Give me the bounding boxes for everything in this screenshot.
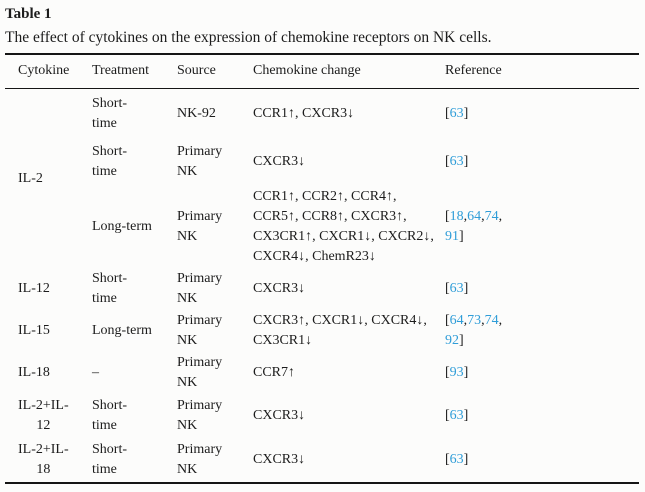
cell-source: Primary NK xyxy=(177,397,223,433)
cell-reference: [63] xyxy=(445,269,639,309)
table-label: Table 1 xyxy=(5,6,52,22)
citation-link[interactable]: 63 xyxy=(449,153,464,169)
citation-bracket: , xyxy=(481,313,485,328)
table-row: IL-18 – Primary NK CCR7↑ [93] xyxy=(5,353,639,393)
cell-cytokine: IL-12 xyxy=(5,269,92,309)
citation-link[interactable]: 64 xyxy=(467,208,482,224)
cell-cytokine: IL-15 xyxy=(5,309,92,353)
cytokine-label: IL-2+IL- 18 xyxy=(18,442,69,477)
citation-bracket: , xyxy=(481,208,485,224)
cell-treatment: Long-term xyxy=(92,323,152,338)
cell-chemokine-change: CXCR3↓ xyxy=(253,153,306,169)
cytokine-label: IL-15 xyxy=(18,322,50,338)
cell-chemokine-change: CXCR3↓ xyxy=(253,407,306,423)
cytokine-label: IL-12 xyxy=(18,280,50,296)
citation-bracket: [ xyxy=(445,407,450,423)
citation-link[interactable]: 63 xyxy=(449,452,464,467)
citation-bracket: [ xyxy=(445,313,450,328)
citation-bracket: , xyxy=(498,313,503,328)
cell-reference: [64,73,74, 92] xyxy=(445,309,639,353)
citation-bracket: [ xyxy=(445,208,450,224)
cell-cytokine: IL-2 xyxy=(5,88,92,269)
citation-bracket: ] xyxy=(459,333,464,348)
citation-link[interactable]: 64 xyxy=(449,313,464,328)
cytokine-label: IL-18 xyxy=(18,364,50,380)
table-row: IL-2 Short- time NK-92 CCR1↑, CXCR3↓ [63… xyxy=(5,88,639,186)
cell-treatment: Short- time xyxy=(92,397,127,433)
cell-source: Primary NK xyxy=(177,313,223,348)
citation-bracket: [ xyxy=(445,365,450,380)
citation-link[interactable]: 74 xyxy=(484,208,499,224)
table-row: Short- time Primary NK CXCR3↓ [63] xyxy=(5,139,639,184)
citation-bracket: ] xyxy=(463,365,469,380)
citation-bracket: , xyxy=(498,208,503,224)
cytokine-label: IL-2+IL- 12 xyxy=(18,397,69,433)
cell-chemokine-change: CXCR3↓ xyxy=(253,281,306,296)
citation-link[interactable]: 63 xyxy=(449,407,464,423)
cell-source: Primary NK xyxy=(177,208,223,244)
citation-bracket: [ xyxy=(445,281,450,296)
cell-cytokine: IL-2+IL- 12 xyxy=(5,393,92,438)
citation-link[interactable]: 93 xyxy=(449,365,464,380)
citation-link[interactable]: 18 xyxy=(449,208,464,224)
cell-reference: [63] xyxy=(445,393,639,438)
table-row: IL-15 Long-term Primary NK CXCR3↑, CXCR1… xyxy=(5,309,639,353)
citation-bracket: ] xyxy=(463,452,469,467)
cell-source: Primary NK xyxy=(177,271,223,306)
table-row: Long-term Primary NK CCR1↑, CCR2↑, CCR4↑… xyxy=(5,184,639,269)
citation-bracket: ] xyxy=(463,407,469,423)
cell-chemokine-change: CXCR3↑, CXCR1↓, CXCR4↓, CX3CR1↓ xyxy=(253,313,427,348)
table-row: IL-2+IL- 18 Short- time Primary NK CXCR3… xyxy=(5,438,639,483)
citation-link[interactable]: 74 xyxy=(484,313,499,328)
citation-link[interactable]: 63 xyxy=(449,281,464,296)
cell-reference: [63] xyxy=(445,438,639,483)
paper-table-figure: Table 1 The effect of cytokines on the e… xyxy=(5,6,639,484)
citation-link[interactable]: 73 xyxy=(467,313,482,328)
cytokine-chemokine-table: Cytokine Treatment Source Chemokine chan… xyxy=(5,53,639,484)
cell-treatment: Short- time xyxy=(92,95,127,131)
citation-link[interactable]: 63 xyxy=(449,105,464,121)
citation-bracket: [ xyxy=(445,153,450,169)
header-row: Cytokine Treatment Source Chemokine chan… xyxy=(5,54,639,89)
cell-reference: [93] xyxy=(445,353,639,393)
citation-bracket: ] xyxy=(463,153,469,169)
cell-treatment: Long-term xyxy=(92,218,152,234)
cell-source: Primary NK xyxy=(177,355,223,390)
cell-cytokine: IL-18 xyxy=(5,353,92,393)
col-header-reference: Reference xyxy=(445,54,639,89)
col-header-source: Source xyxy=(177,54,253,89)
citation-bracket: ] xyxy=(463,105,469,121)
citation-bracket: , xyxy=(463,208,468,224)
cell-chemokine-change: CXCR3↓ xyxy=(253,452,306,467)
col-header-treatment: Treatment xyxy=(92,54,177,89)
cell-cytokine: IL-2+IL- 18 xyxy=(5,438,92,483)
cell-reference: [63] xyxy=(445,88,639,139)
cell-source: Primary NK xyxy=(177,143,223,179)
table-row: IL-12 Short- time Primary NK CXCR3↓ [63] xyxy=(5,269,639,309)
citation-bracket: [ xyxy=(445,452,450,467)
citation-bracket: [ xyxy=(445,105,450,121)
cell-chemokine-change: CCR7↑ xyxy=(253,365,296,380)
citation-bracket: ] xyxy=(463,281,469,296)
col-header-chemokine-change: Chemokine change xyxy=(253,54,445,89)
citation-link[interactable]: 91 xyxy=(445,228,459,244)
citation-bracket: ] xyxy=(459,228,464,244)
cytokine-label: IL-2 xyxy=(18,170,43,186)
table-row: IL-2+IL- 12 Short- time Primary NK CXCR3… xyxy=(5,393,639,438)
cell-source: NK-92 xyxy=(177,105,216,121)
cell-treatment: Short- time xyxy=(92,442,127,477)
cell-source: Primary NK xyxy=(177,442,223,477)
table-caption: The effect of cytokines on the expressio… xyxy=(5,29,492,46)
citation-bracket: , xyxy=(463,313,468,328)
cell-treatment: Short- time xyxy=(92,143,127,179)
col-header-cytokine: Cytokine xyxy=(5,54,92,89)
cell-reference: [63] xyxy=(445,139,639,184)
cell-treatment: – xyxy=(92,365,99,380)
cell-reference: [18,64,74, 91] xyxy=(445,184,639,269)
cell-chemokine-change: CCR1↑, CXCR3↓ xyxy=(253,105,355,121)
cell-treatment: Short- time xyxy=(92,271,127,306)
citation-link[interactable]: 92 xyxy=(445,333,459,348)
cell-chemokine-change: CCR1↑, CCR2↑, CCR4↑, CCR5↑, CCR8↑, CXCR3… xyxy=(253,188,434,264)
